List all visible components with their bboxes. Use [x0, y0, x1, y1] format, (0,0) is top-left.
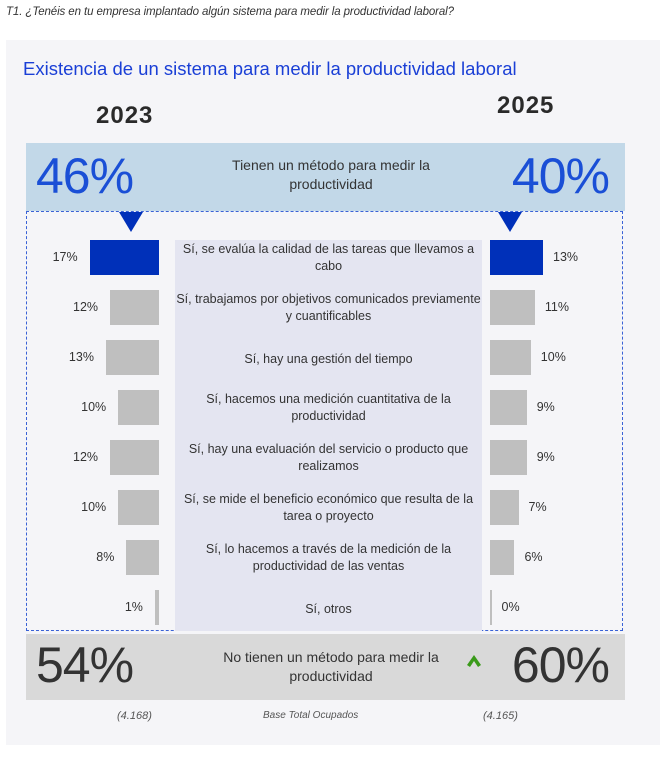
category-band [175, 240, 482, 631]
bar-2025 [490, 590, 492, 625]
question-text: T1. ¿Tenéis en tu empresa implantado alg… [6, 6, 454, 18]
value-label-2023: 10% [81, 400, 107, 414]
value-label-2023: 12% [73, 300, 99, 314]
bar-2023 [110, 440, 159, 475]
bar-2023 [105, 340, 159, 375]
value-label-2025: 6% [524, 550, 543, 564]
value-label-2023: 1% [124, 600, 143, 614]
value-label-2025: 11% [544, 300, 569, 314]
category-label: Sí, otros [305, 602, 352, 616]
summary-yes-box: 46% Tienen un método para medir la produ… [26, 143, 625, 211]
summary-no-label: No tienen un método para medir la produc… [223, 649, 439, 684]
category-label: Sí, trabajamos por objetivos comunicados… [176, 292, 481, 323]
category-label: Sí, hacemos una medición cuantitativa de… [206, 392, 451, 423]
category-label: Sí, se evalúa la calidad de las tareas q… [182, 242, 475, 273]
bar-2023 [118, 490, 159, 525]
summary-no-box: 54% No tienen un método para medir la pr… [26, 634, 625, 700]
triangle-down-icon [498, 212, 522, 232]
category-label: Sí, hay una gestión del tiempo [244, 352, 413, 366]
year-label-2023: 2023 [96, 102, 154, 129]
base-2025: (4.165) [483, 710, 518, 722]
bar-2025 [490, 290, 535, 325]
summary-no-2025: 60% [511, 637, 610, 693]
value-label-2023: 17% [52, 250, 78, 264]
value-label-2023: 13% [68, 350, 94, 364]
bar-2023 [154, 590, 159, 625]
year-label-2025: 2025 [497, 92, 555, 119]
value-label-2025: 10% [540, 350, 566, 364]
category-label: Sí, lo hacemos a través de la medición d… [205, 542, 452, 573]
bar-2025 [490, 390, 527, 425]
value-label-2025: 13% [553, 250, 579, 264]
summary-yes-label: Tienen un método para medir la productiv… [232, 157, 430, 192]
bar-2023 [118, 390, 159, 425]
bar-2025 [490, 240, 544, 275]
bar-2025 [490, 340, 531, 375]
base-label: Base Total Ocupados [263, 710, 359, 721]
caret-up-icon [467, 655, 481, 667]
summary-yes-2023: 46% [36, 148, 134, 204]
bar-2023 [110, 290, 159, 325]
value-label-2025: 7% [528, 500, 547, 514]
bar-2025 [490, 440, 527, 475]
bar-2025 [490, 540, 515, 575]
value-label-2023: 8% [96, 550, 115, 564]
value-label-2025: 9% [536, 400, 555, 414]
bar-2023 [89, 240, 159, 275]
bar-2023 [126, 540, 159, 575]
summary-yes-2025: 40% [511, 148, 610, 204]
summary-no-2023: 54% [36, 637, 134, 693]
chart-title: Existencia de un sistema para medir la p… [23, 58, 517, 79]
base-2023: (4.168) [117, 710, 152, 722]
triangle-down-icon [119, 212, 143, 232]
value-label-2025: 9% [536, 450, 555, 464]
bar-2025 [490, 490, 519, 525]
category-label: Sí, hay una evaluación del servicio o pr… [188, 442, 469, 473]
category-label: Sí, se mide el beneficio económico que r… [183, 492, 474, 523]
value-label-2023: 12% [73, 450, 99, 464]
value-label-2025: 0% [501, 600, 520, 614]
value-label-2023: 10% [81, 500, 107, 514]
